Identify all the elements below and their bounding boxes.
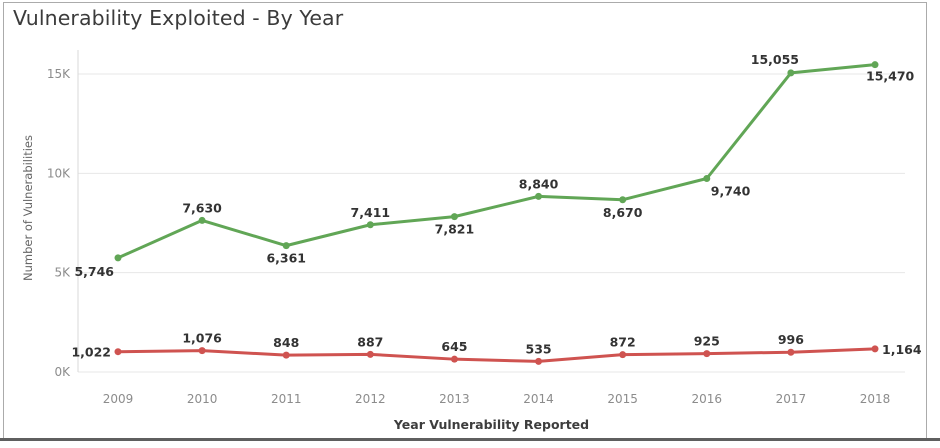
red-series-value-label: 887 (357, 334, 383, 349)
x-tick-label: 2017 (776, 392, 807, 406)
red-series-point[interactable] (282, 351, 290, 359)
chart-title: Vulnerability Exploited - By Year (13, 6, 344, 30)
green-series-point[interactable] (198, 216, 206, 224)
red-series-point[interactable] (535, 357, 543, 365)
green-series-point[interactable] (366, 221, 374, 229)
red-series-point[interactable] (366, 350, 374, 358)
green-series-value-label: 9,740 (711, 183, 751, 198)
x-tick-label: 2012 (355, 392, 386, 406)
red-series-value-label: 872 (610, 335, 636, 350)
green-series-point[interactable] (871, 61, 879, 69)
red-series-point[interactable] (619, 351, 627, 359)
x-axis-title: Year Vulnerability Reported (393, 417, 590, 432)
green-series-point[interactable] (282, 242, 290, 250)
red-series-point[interactable] (703, 350, 711, 358)
x-tick-label: 2018 (860, 392, 891, 406)
red-series-point[interactable] (198, 347, 206, 355)
red-series-value-label: 1,022 (71, 345, 111, 360)
green-series-point[interactable] (619, 196, 627, 204)
red-series-value-label: 925 (694, 334, 720, 349)
y-tick-label: 0K (54, 365, 71, 379)
chart-frame (3, 2, 927, 439)
red-series-point[interactable] (114, 348, 122, 356)
x-tick-label: 2010 (187, 392, 218, 406)
red-series-value-label: 1,076 (182, 331, 222, 346)
y-axis-title: Number of Vulnerabilities (21, 135, 35, 281)
y-tick-label: 5K (54, 266, 71, 280)
red-series-point[interactable] (787, 348, 795, 356)
green-series-value-label: 15,470 (866, 69, 915, 84)
red-series-point[interactable] (871, 345, 879, 353)
x-tick-label: 2013 (439, 392, 470, 406)
green-series-point[interactable] (703, 174, 711, 182)
red-series-point[interactable] (450, 355, 458, 363)
y-tick-label: 10K (47, 166, 71, 180)
green-series-value-label: 5,746 (74, 264, 114, 279)
green-series-point[interactable] (450, 213, 458, 221)
green-series-point[interactable] (787, 69, 795, 77)
red-series-value-label: 848 (273, 335, 299, 350)
green-series-value-label: 7,411 (351, 205, 391, 220)
x-tick-label: 2009 (103, 392, 134, 406)
green-series-value-label: 7,821 (435, 222, 475, 237)
bottom-divider (0, 438, 940, 441)
red-series-value-label: 535 (526, 341, 552, 356)
green-series-value-label: 6,361 (266, 251, 306, 266)
green-series-line (116, 63, 877, 260)
green-series-point[interactable] (535, 192, 543, 200)
x-tick-label: 2016 (692, 392, 723, 406)
y-tick-label: 15K (47, 67, 71, 81)
red-series-value-label: 996 (778, 332, 804, 347)
x-tick-label: 2014 (523, 392, 554, 406)
red-series-value-label: 645 (441, 339, 467, 354)
red-series-value-label: 1,164 (882, 342, 922, 357)
green-series-value-label: 7,630 (182, 200, 222, 215)
red-series-line (116, 347, 877, 363)
x-tick-label: 2015 (607, 392, 638, 406)
green-series-value-label: 15,055 (751, 52, 799, 67)
green-series-value-label: 8,670 (603, 205, 643, 220)
green-series-value-label: 8,840 (519, 176, 559, 191)
green-series-point[interactable] (114, 254, 122, 262)
x-tick-label: 2011 (271, 392, 302, 406)
